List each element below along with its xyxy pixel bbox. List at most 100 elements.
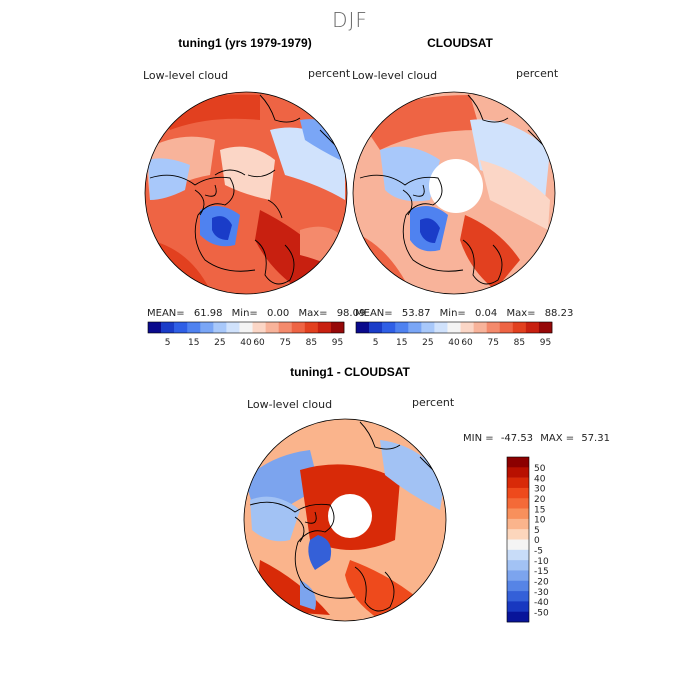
panel-obs-stats: MEAN= 53.87 Min= 0.04 Max= 88.23 bbox=[355, 308, 573, 319]
max-value: 88.23 bbox=[544, 308, 574, 319]
colorbar-model-swatch bbox=[174, 322, 188, 333]
colorbar-obs-tick-label: 85 bbox=[514, 338, 525, 348]
mean-value: 53.87 bbox=[401, 308, 431, 319]
colorbar-obs-swatch bbox=[512, 322, 527, 333]
colorbar-model-tick-label: 25 bbox=[214, 338, 225, 348]
colorbar-diff-tick-label: 40 bbox=[534, 474, 546, 484]
colorbar-model-swatch bbox=[148, 322, 162, 333]
panel-obs-units-label: percent bbox=[516, 67, 559, 80]
colorbar-obs-swatch bbox=[525, 322, 540, 333]
max-value: 98.09 bbox=[336, 308, 366, 319]
colorbar-diff-swatch bbox=[507, 529, 529, 540]
colorbar-obs-swatch bbox=[499, 322, 514, 333]
colorbar-obs-swatch bbox=[460, 322, 474, 333]
colorbar-model-tick-label: 60 bbox=[253, 338, 265, 348]
diff-title: tuning1 - CLOUDSAT bbox=[290, 365, 410, 379]
colorbar-diff-swatch bbox=[507, 611, 529, 623]
panel-model-stats: MEAN= 61.98 Min= 0.00 Max= 98.09 bbox=[147, 308, 365, 319]
colorbar-model-tick-label: 40 bbox=[240, 338, 252, 348]
colorbar-model-tick-label: 85 bbox=[306, 338, 317, 348]
colorbar-diff-tick-label: -10 bbox=[534, 557, 549, 567]
colorbar-model-swatch bbox=[265, 322, 279, 333]
colorbar-model-swatch bbox=[161, 322, 175, 333]
colorbar-obs-swatch bbox=[408, 322, 422, 333]
colorbar-diff-tick-label: -15 bbox=[534, 567, 549, 577]
min-value: -47.53 bbox=[500, 433, 534, 444]
panel-model-units-label: percent bbox=[308, 67, 351, 80]
diff-field-label: Low-level cloud bbox=[247, 398, 333, 411]
mean-label: MEAN= bbox=[355, 308, 393, 319]
colorbar-model-swatch bbox=[330, 322, 345, 333]
colorbar-obs-tick-label: 75 bbox=[487, 338, 498, 348]
colorbar-diff-swatch bbox=[507, 487, 529, 499]
panel-obs-title: CLOUDSAT bbox=[427, 36, 493, 50]
colorbar-model-tick-label: 95 bbox=[332, 338, 343, 348]
colorbar-diff-tick-label: 5 bbox=[534, 526, 540, 536]
colorbar-diff-tick-label: 50 bbox=[534, 464, 546, 474]
colorbar-obs-swatch bbox=[538, 322, 553, 333]
colorbar-model-tick-label: 5 bbox=[165, 338, 171, 348]
map-obs-coastlines bbox=[359, 94, 549, 285]
colorbar-model-swatch bbox=[317, 322, 332, 333]
colorbar-obs: 5 15 25 40 60 75 85 95 bbox=[355, 321, 553, 348]
colorbar-diff-tick-label: 30 bbox=[534, 485, 546, 495]
colorbar-obs-tick-label: 95 bbox=[540, 338, 551, 348]
map-model-field bbox=[145, 92, 347, 294]
colorbar-model-swatch bbox=[252, 322, 266, 333]
colorbar-diff-swatch bbox=[507, 601, 529, 612]
min-label: MIN = bbox=[463, 433, 494, 444]
colorbar-model-tick-label: 75 bbox=[279, 338, 290, 348]
colorbar-obs-swatch bbox=[447, 322, 461, 333]
colorbar-diff-swatch bbox=[507, 560, 529, 571]
colorbar-obs-tick-label: 15 bbox=[396, 338, 407, 348]
colorbar-diff-swatch bbox=[507, 570, 529, 582]
colorbar-obs-swatch bbox=[395, 322, 409, 333]
colorbar-diff-tick-label: -40 bbox=[534, 598, 549, 608]
mean-label: MEAN= bbox=[147, 308, 185, 319]
colorbar-obs-swatch bbox=[473, 322, 487, 333]
colorbar-obs-tick-label: 60 bbox=[461, 338, 473, 348]
max-label: Max= bbox=[298, 308, 328, 319]
colorbar-model: 5 15 25 40 60 75 85 95 bbox=[147, 321, 345, 348]
colorbar-diff-swatch bbox=[507, 539, 529, 551]
map-obs-field bbox=[353, 92, 555, 294]
colorbar-diff-tick-label: 0 bbox=[534, 536, 540, 546]
colorbar-obs-swatch bbox=[356, 322, 370, 333]
mean-value: 61.98 bbox=[193, 308, 223, 319]
map-diff-coastlines bbox=[249, 421, 441, 612]
colorbar-model-swatch bbox=[304, 322, 319, 333]
colorbar-model-swatch bbox=[226, 322, 240, 333]
colorbar-obs-swatch bbox=[486, 322, 501, 333]
colorbar-diff-swatch bbox=[507, 498, 529, 509]
colorbar-diff-swatch bbox=[507, 518, 529, 530]
colorbar-obs-tick-label: 5 bbox=[373, 338, 379, 348]
colorbar-diff-swatch bbox=[507, 457, 529, 468]
colorbar-model-swatch bbox=[200, 322, 214, 333]
colorbar-model-swatch bbox=[187, 322, 201, 333]
diff-stats: MIN = -47.53 MAX = 57.31 bbox=[463, 433, 610, 444]
colorbar-diff-tick-label: 15 bbox=[534, 505, 545, 515]
colorbar-diff-swatch bbox=[507, 508, 529, 520]
colorbar-obs-tick-label: 25 bbox=[422, 338, 433, 348]
colorbar-model-swatch bbox=[278, 322, 293, 333]
min-label: Min= bbox=[439, 308, 466, 319]
colorbar-obs-tick-label: 40 bbox=[448, 338, 460, 348]
colorbar-obs-swatch bbox=[369, 322, 383, 333]
colorbar-model-swatch bbox=[291, 322, 306, 333]
max-value: 57.31 bbox=[581, 433, 610, 444]
colorbar-obs-swatch bbox=[382, 322, 396, 333]
panel-model-title: tuning1 (yrs 1979-1979) bbox=[178, 36, 312, 50]
colorbar-diff-swatch bbox=[507, 467, 529, 478]
colorbar-model-swatch bbox=[239, 322, 253, 333]
colorbar-diff-tick-label: 10 bbox=[534, 516, 546, 526]
diff-units-label: percent bbox=[412, 396, 455, 409]
min-value: 0.04 bbox=[474, 308, 498, 319]
colorbar-diff-swatch bbox=[507, 580, 529, 592]
colorbar-diff-swatch bbox=[507, 549, 529, 561]
colorbar-model-tick-label: 15 bbox=[188, 338, 199, 348]
min-label: Min= bbox=[231, 308, 258, 319]
panel-model-field-label: Low-level cloud bbox=[143, 69, 229, 82]
colorbar-diff-tick-label: -5 bbox=[534, 547, 543, 557]
